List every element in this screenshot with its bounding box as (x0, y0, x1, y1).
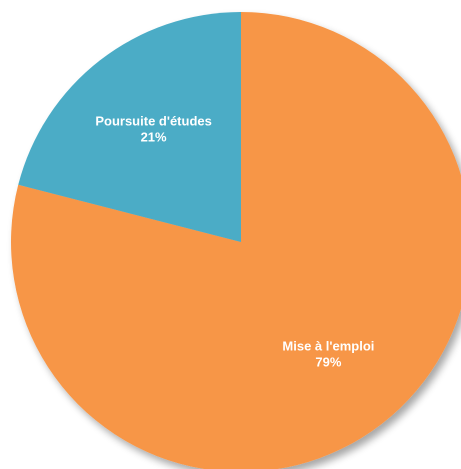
slice-category-label: Poursuite d'études (95, 113, 212, 128)
pie-slice-mise-a-l-emploi (11, 12, 461, 469)
slice-category-label: Mise à l'emploi (282, 339, 374, 354)
slice-label-1: Poursuite d'études 21% (95, 113, 212, 144)
slice-value-label: 79% (315, 355, 341, 370)
slice-label-0: Mise à l'emploi 79% (282, 339, 374, 370)
slice-value-label: 21% (141, 129, 167, 144)
pie-slice-poursuite-d-etudes (18, 12, 242, 242)
